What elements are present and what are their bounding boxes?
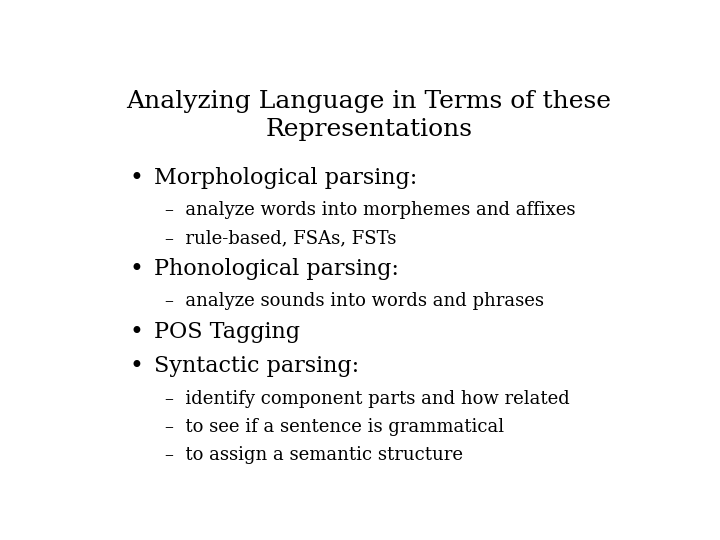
Text: –  to see if a sentence is grammatical: – to see if a sentence is grammatical (166, 418, 505, 436)
Text: •: • (129, 355, 143, 378)
Text: •: • (129, 258, 143, 281)
Text: Analyzing Language in Terms of these
Representations: Analyzing Language in Terms of these Rep… (127, 90, 611, 141)
Text: Morphological parsing:: Morphological parsing: (154, 167, 418, 188)
Text: Phonological parsing:: Phonological parsing: (154, 258, 399, 280)
Text: POS Tagging: POS Tagging (154, 321, 300, 342)
Text: –  analyze words into morphemes and affixes: – analyze words into morphemes and affix… (166, 201, 576, 219)
Text: –  identify component parts and how related: – identify component parts and how relat… (166, 389, 570, 408)
Text: –  analyze sounds into words and phrases: – analyze sounds into words and phrases (166, 292, 544, 310)
Text: Syntactic parsing:: Syntactic parsing: (154, 355, 359, 377)
Text: –  to assign a semantic structure: – to assign a semantic structure (166, 446, 464, 464)
Text: –  rule-based, FSAs, FSTs: – rule-based, FSAs, FSTs (166, 230, 397, 247)
Text: •: • (129, 321, 143, 343)
Text: •: • (129, 167, 143, 190)
